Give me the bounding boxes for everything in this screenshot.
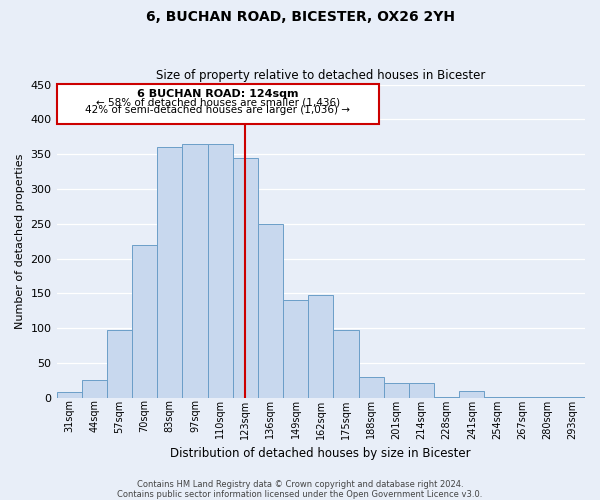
- Bar: [409, 382, 434, 398]
- Bar: [283, 300, 308, 398]
- Text: 6 BUCHAN ROAD: 124sqm: 6 BUCHAN ROAD: 124sqm: [137, 90, 298, 100]
- Bar: [359, 377, 383, 398]
- Bar: [56, 392, 82, 398]
- Bar: [233, 158, 258, 398]
- Text: 42% of semi-detached houses are larger (1,036) →: 42% of semi-detached houses are larger (…: [85, 104, 350, 115]
- Bar: [208, 144, 233, 398]
- Bar: [560, 396, 585, 398]
- Bar: [383, 382, 409, 398]
- Bar: [258, 224, 283, 398]
- Bar: [434, 397, 459, 398]
- X-axis label: Distribution of detached houses by size in Bicester: Distribution of detached houses by size …: [170, 447, 471, 460]
- Text: 6, BUCHAN ROAD, BICESTER, OX26 2YH: 6, BUCHAN ROAD, BICESTER, OX26 2YH: [146, 10, 455, 24]
- Bar: [459, 391, 484, 398]
- Bar: [308, 295, 334, 398]
- FancyBboxPatch shape: [56, 84, 379, 124]
- Y-axis label: Number of detached properties: Number of detached properties: [15, 154, 25, 329]
- Bar: [182, 144, 208, 398]
- Bar: [107, 330, 132, 398]
- Bar: [484, 397, 509, 398]
- Text: Contains HM Land Registry data © Crown copyright and database right 2024.: Contains HM Land Registry data © Crown c…: [137, 480, 463, 489]
- Bar: [157, 147, 182, 398]
- Bar: [334, 330, 359, 398]
- Text: Contains public sector information licensed under the Open Government Licence v3: Contains public sector information licen…: [118, 490, 482, 499]
- Title: Size of property relative to detached houses in Bicester: Size of property relative to detached ho…: [156, 69, 485, 82]
- Bar: [82, 380, 107, 398]
- Bar: [132, 244, 157, 398]
- Bar: [509, 397, 535, 398]
- Bar: [535, 397, 560, 398]
- Text: ← 58% of detached houses are smaller (1,436): ← 58% of detached houses are smaller (1,…: [95, 97, 340, 107]
